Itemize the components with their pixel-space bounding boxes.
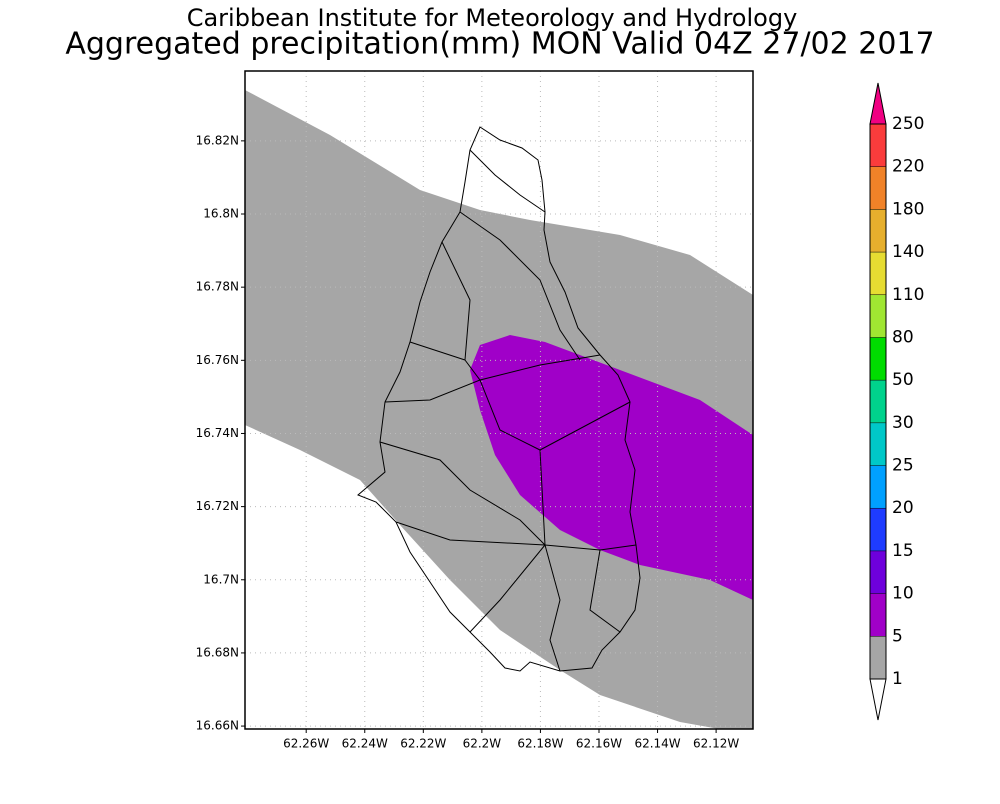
colorbar-band [870,636,886,679]
lon-tick-label: 62.22W [400,737,446,751]
map-frame [244,70,754,730]
colorbar-label: 250 [892,114,924,134]
colorbar-label: 80 [892,327,914,347]
lat-tick-label: 16.82N [196,133,239,147]
colorbar-label: 25 [892,456,914,476]
title: Caribbean Institute for Meteorology and … [187,4,798,32]
lon-tick-label: 62.18W [517,737,563,751]
colorbar-under [869,678,887,721]
colorbar-label: 110 [892,285,924,305]
lat-tick-label: 16.7N [203,572,239,586]
lat-tick-label: 16.76N [196,353,239,367]
lon-tick-label: 62.12W [693,737,739,751]
colorbar-label: 5 [892,626,903,646]
lat-tick-label: 16.74N [196,426,239,440]
lat-tick-label: 16.78N [196,280,239,294]
lat-tick-label: 16.72N [196,499,239,513]
colorbar-label: 220 [892,157,924,177]
lat-tick-label: 16.8N [203,207,239,221]
colorbar-band [870,166,886,210]
colorbar-band [870,508,886,551]
colorbar-label: 50 [892,370,914,390]
island-outline [357,126,641,672]
colorbar-band [870,465,886,509]
colorbar-label: 20 [892,498,914,518]
colorbar-band [870,294,886,338]
colorbar-label: 140 [892,242,924,262]
lat-tick-label: 16.66N [196,719,239,733]
lon-tick-label: 62.14W [634,737,680,751]
subtitle: Aggregated precipitation(mm) MON Valid 0… [65,27,934,62]
colorbar-band [870,337,886,381]
colorbar-band [870,593,886,637]
grid: 16.66N 16.68N 16.7N 16.72N 16.74N 16.76N 16.78… [196,71,753,751]
colorbar-label: 180 [892,199,924,219]
lat-tick-label: 16.68N [196,645,239,659]
colorbar-label: 30 [892,413,914,433]
colorbar-band [870,422,886,466]
precip-field [245,90,753,729]
lon-tick-label: 62.16W [576,737,622,751]
colorbar-band [870,550,886,594]
colorbar-label: 1 [892,669,903,689]
colorbar-band [870,380,886,423]
colorbar-label: 15 [892,541,914,561]
lon-tick-label: 62.2W [463,737,502,751]
lon-tick-label: 62.24W [342,737,388,751]
colorbar-over [869,82,887,125]
lon-tick-label: 62.26W [283,737,329,751]
colorbar-label: 10 [892,584,914,604]
colorbar-band [870,124,886,167]
colorbar-band [870,252,886,295]
colorbar-band [870,209,886,253]
